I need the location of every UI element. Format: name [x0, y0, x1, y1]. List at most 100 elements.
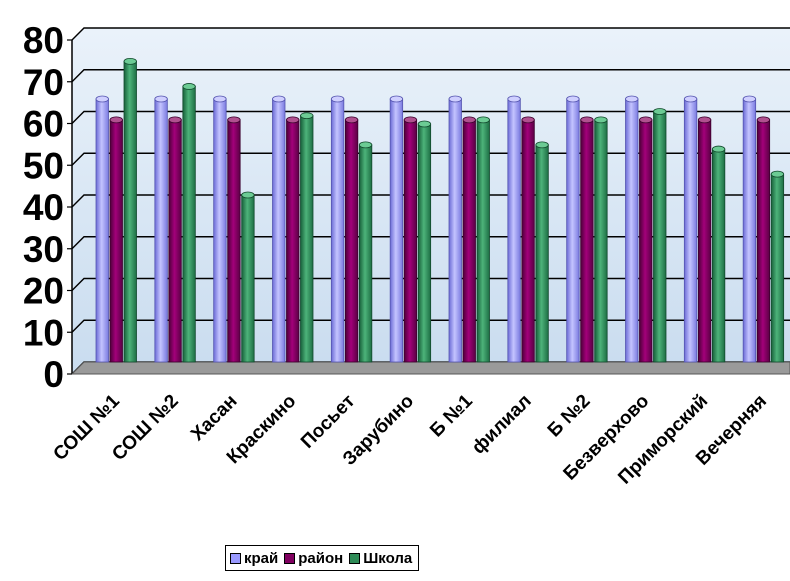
bar	[300, 112, 314, 363]
bar-body	[683, 98, 698, 363]
bar	[417, 120, 432, 363]
bar-body	[168, 119, 182, 363]
legend-item-rayon: район	[284, 550, 343, 567]
gridline	[71, 152, 790, 166]
bar	[227, 116, 241, 363]
bar-cap	[286, 116, 300, 124]
bar-body	[241, 194, 255, 363]
bar-cap	[389, 95, 404, 103]
bar-body	[272, 98, 286, 363]
bars	[95, 58, 785, 363]
bar-cap	[594, 116, 608, 124]
bar-body	[417, 123, 432, 363]
bar-body	[770, 173, 785, 363]
bar-body	[389, 98, 404, 363]
bar-cap	[213, 95, 227, 103]
y-tick-label: 0	[43, 354, 64, 395]
bar-cap	[417, 120, 432, 128]
bar-body	[580, 119, 594, 363]
x-tick-label: Б №2	[544, 391, 595, 442]
gridline	[71, 319, 790, 333]
bar	[154, 95, 168, 363]
legend-swatch-shkola	[349, 552, 361, 564]
bar-cap	[683, 95, 698, 103]
bar-body	[742, 98, 757, 363]
bar-cap	[521, 116, 535, 124]
bar	[213, 95, 227, 363]
bar-cap	[756, 116, 771, 124]
bar	[521, 116, 535, 363]
bar-cap	[330, 95, 345, 103]
bar-cap	[182, 83, 196, 90]
bar-cap	[639, 116, 653, 124]
bar	[653, 108, 667, 363]
bar-body	[109, 119, 123, 363]
bar	[330, 95, 345, 363]
bar-body	[358, 144, 373, 363]
bar-cap	[507, 95, 521, 103]
bar-cap	[462, 116, 476, 124]
bar-body	[625, 98, 639, 363]
bar-cap	[358, 141, 373, 149]
gridline	[71, 236, 790, 250]
bar-cap	[344, 116, 359, 124]
bar	[344, 116, 359, 363]
bar	[639, 116, 653, 363]
bar-body	[182, 86, 196, 363]
x-tick-label: Хасан	[187, 391, 242, 446]
gridline	[71, 110, 790, 124]
bar	[95, 95, 109, 363]
bar-body	[711, 148, 726, 363]
bar-body	[476, 119, 490, 363]
bar-cap	[168, 116, 182, 124]
legend-label-rayon: район	[298, 549, 344, 567]
bar	[476, 116, 490, 363]
bar-body	[154, 98, 168, 363]
y-tick-label: 10	[23, 312, 64, 353]
bar	[507, 95, 521, 363]
legend-item-kray: край	[230, 550, 278, 567]
gridline	[71, 69, 790, 83]
bar	[389, 95, 404, 363]
bar	[462, 116, 476, 363]
legend-item-shkola: Школа	[349, 550, 412, 567]
bar-body	[286, 119, 300, 363]
bar-body	[403, 119, 418, 363]
y-tick-label: 20	[23, 271, 64, 312]
bar	[403, 116, 418, 363]
bar	[594, 116, 608, 363]
bar-cap	[566, 95, 580, 103]
bar-body	[535, 144, 549, 363]
gridline	[71, 277, 790, 291]
bar	[358, 141, 373, 363]
bar-body	[213, 98, 227, 363]
bar-cap	[535, 141, 549, 149]
bar	[448, 95, 462, 363]
bar-body	[756, 119, 771, 363]
bar	[123, 58, 137, 363]
bar-body	[227, 119, 241, 363]
bar-cap	[95, 95, 109, 103]
chart-floor	[70, 361, 790, 375]
bar-body	[330, 98, 345, 363]
y-tick-label: 70	[23, 62, 64, 103]
bar-cap	[742, 95, 757, 103]
bar-body	[594, 119, 608, 363]
bar-body	[697, 119, 712, 363]
legend-swatch-kray	[230, 552, 241, 564]
bar	[272, 95, 286, 363]
bar-cap	[625, 95, 639, 103]
bar-cap	[711, 145, 726, 153]
bar-cap	[770, 170, 785, 178]
bar	[770, 170, 785, 363]
legend: край район Школа	[225, 545, 420, 571]
y-tick-label: 80	[23, 20, 64, 61]
legend-label-kray: край	[244, 549, 279, 567]
bar	[182, 83, 196, 363]
bar-body	[566, 98, 580, 363]
bar	[697, 116, 712, 363]
bar	[742, 95, 757, 363]
y-tick-label: 50	[23, 145, 64, 186]
